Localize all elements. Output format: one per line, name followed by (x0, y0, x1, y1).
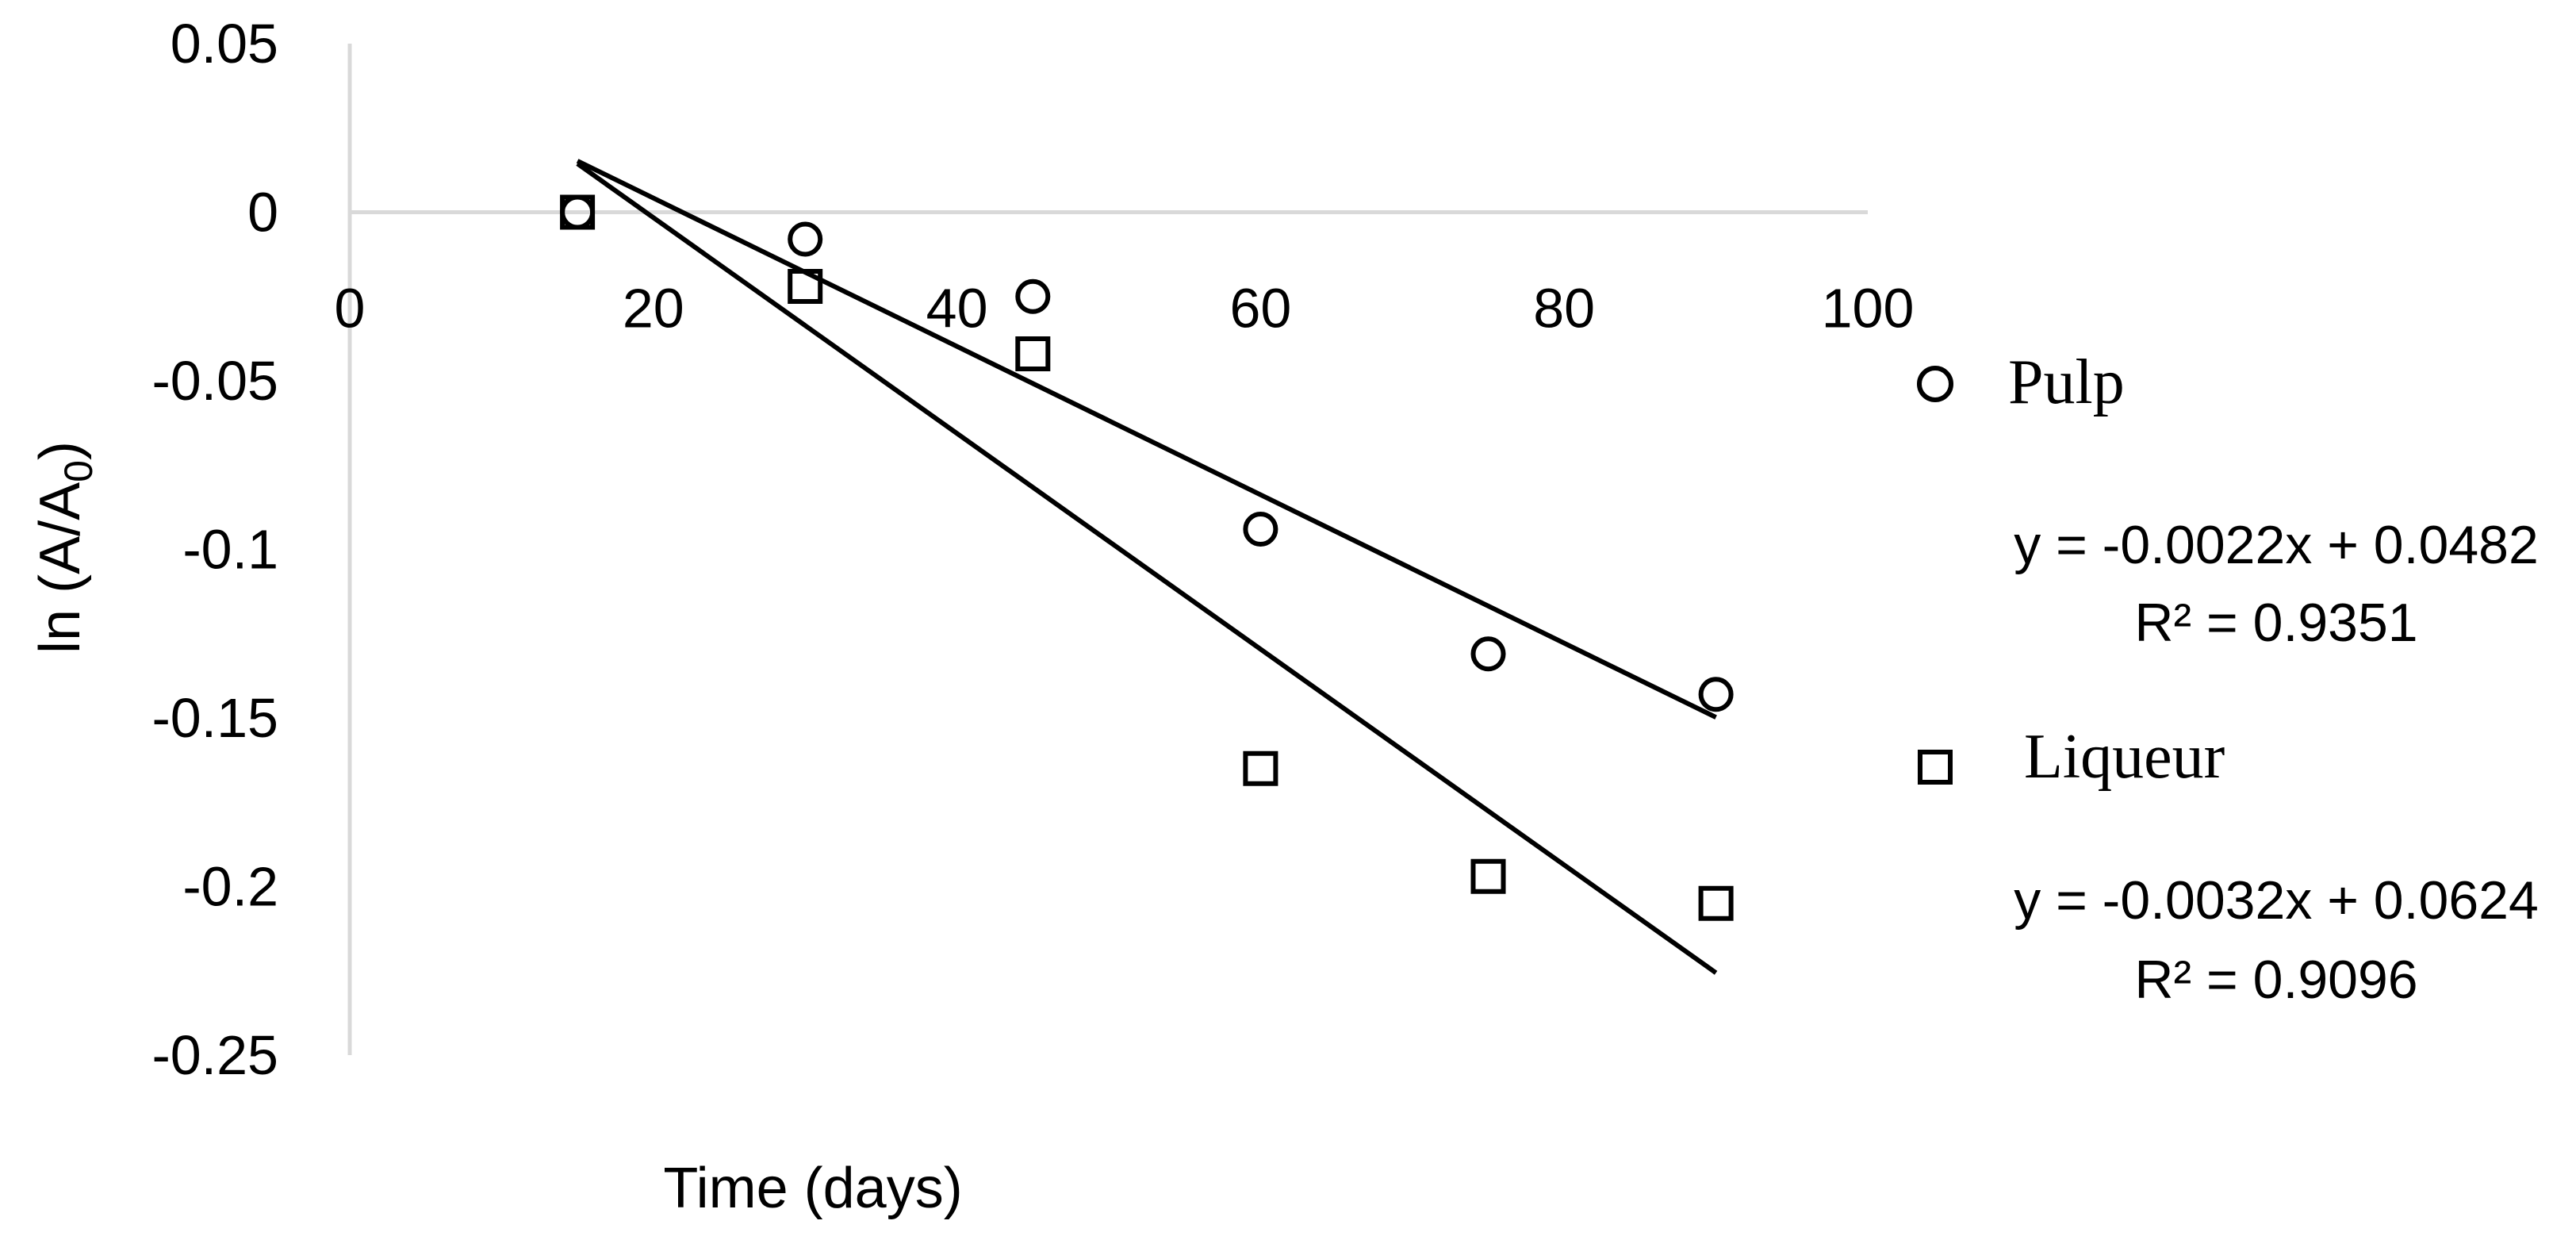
trendline-liqueur (576, 161, 1718, 975)
legend: Pulp y = -0.0022x + 0.0482 R² = 0.9351 L… (1917, 347, 2539, 1010)
data-points (560, 194, 1734, 921)
data-point-pulp (1698, 677, 1734, 712)
x-axis-title: Time (days) (663, 1157, 962, 1220)
y-tick-label: -0.05 (151, 350, 278, 412)
legend-marker-pulp (1917, 366, 1953, 402)
x-tick-label: 40 (926, 278, 988, 340)
y-tick-label: 0 (247, 182, 278, 244)
data-point-liqueur (1470, 858, 1506, 894)
trendlines (576, 159, 1718, 975)
y-axis-title-close: ) (29, 441, 92, 460)
pulp-trend-equation: y = -0.0022x + 0.0482 (2014, 515, 2539, 575)
data-point-pulp (1015, 278, 1051, 314)
data-point-liqueur (560, 194, 596, 230)
trendline-pulp (576, 159, 1717, 720)
axes (347, 44, 1868, 1055)
x-tick-label: 60 (1229, 278, 1291, 340)
data-point-liqueur (1698, 885, 1734, 921)
tick-labels: 0 20 40 60 80 100 0.05 0 -0.05 -0.1 -0.15 -0.2 -0.25 (151, 13, 1914, 1086)
y-axis-title-subscript: 0 (56, 460, 101, 482)
data-point-pulp (788, 221, 823, 257)
y-tick-label: -0.25 (151, 1024, 278, 1086)
data-point-liqueur (1243, 750, 1278, 786)
x-tick-label: 20 (623, 278, 684, 340)
legend-label-liqueur: Liqueur (2024, 722, 2225, 792)
x-tick-label: 0 (335, 278, 366, 340)
y-tick-label: -0.15 (151, 687, 278, 749)
x-tick-label: 80 (1533, 278, 1595, 340)
data-point-pulp (1243, 512, 1278, 547)
y-axis-title-main: ln (A/A (29, 482, 92, 654)
liqueur-trend-r2: R² = 0.9096 (2134, 950, 2417, 1010)
y-tick-label: 0.05 (171, 13, 278, 75)
data-point-liqueur (1015, 336, 1051, 371)
liqueur-trend-equation: y = -0.0032x + 0.0624 (2014, 870, 2539, 931)
x-tick-label: 100 (1822, 278, 1915, 340)
legend-marker-liqueur (1918, 750, 1953, 785)
y-axis-title: ln (A/A0) (29, 441, 101, 654)
data-point-pulp (1470, 636, 1506, 672)
pulp-trend-r2: R² = 0.9351 (2134, 593, 2417, 653)
y-tick-label: -0.2 (182, 856, 278, 918)
y-tick-label: -0.1 (182, 519, 278, 581)
legend-label-pulp: Pulp (2008, 347, 2125, 417)
data-point-liqueur (788, 269, 823, 304)
